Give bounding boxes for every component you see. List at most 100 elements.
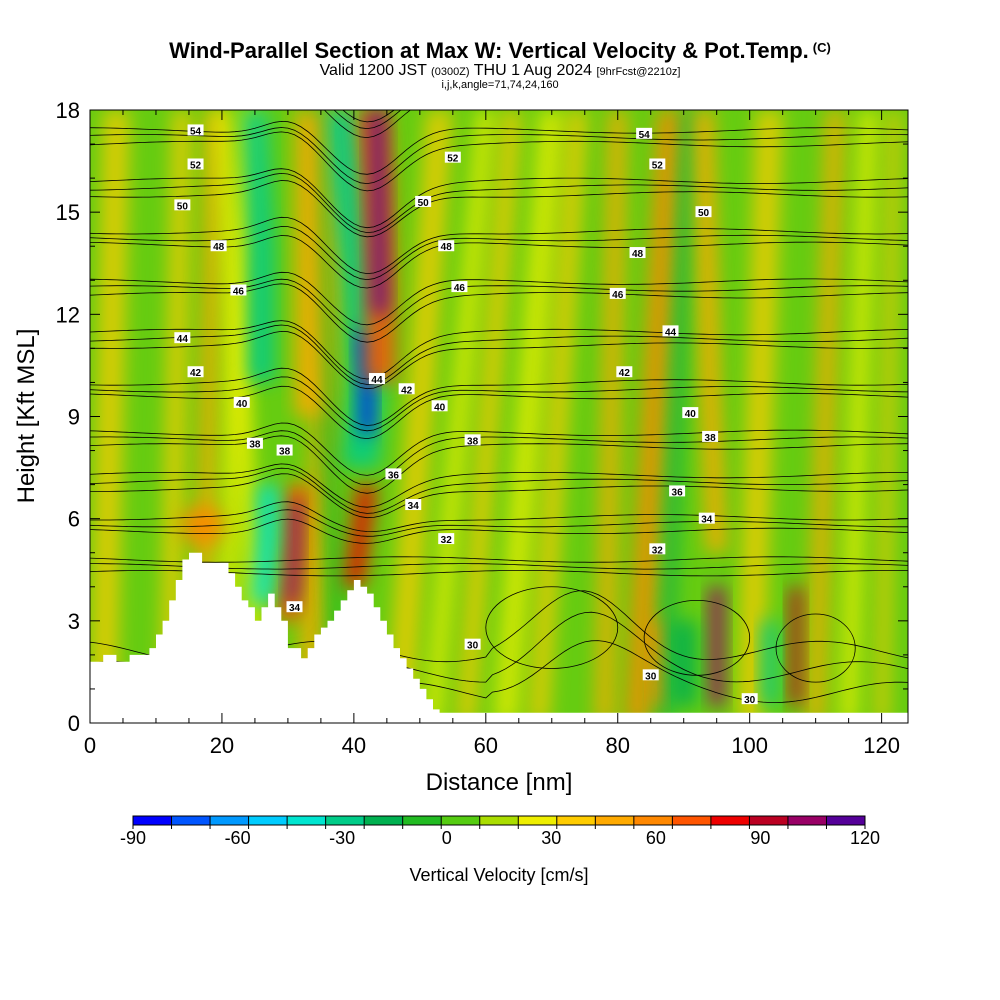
y-tick-label: 15 [56, 200, 80, 225]
velocity-plume [708, 586, 725, 706]
colorbar-cell [633, 816, 673, 825]
colorbar-label: 30 [541, 828, 561, 848]
colorbar-label: -30 [329, 828, 355, 848]
colorbar-cell [710, 816, 750, 825]
x-tick-label: 80 [605, 733, 629, 758]
contour-label-bg [662, 325, 679, 337]
velocity-band [657, 110, 697, 723]
grid-params: i,j,k,angle=71,74,24,160 [441, 79, 559, 91]
contour-label: 30 [744, 695, 756, 706]
colorbar-cell [364, 816, 404, 825]
contour-label: 38 [249, 440, 261, 451]
theta-contour [90, 131, 908, 192]
x-tick-label: 100 [731, 733, 768, 758]
contour-label-bg [187, 366, 204, 378]
contour-label: 32 [441, 535, 453, 546]
theta-contour [90, 376, 908, 432]
contour-label-bg [286, 601, 303, 613]
theta-contour [90, 283, 908, 343]
contour-label-bg [464, 434, 481, 446]
theta-contour [90, 367, 908, 426]
velocity-band [528, 110, 589, 723]
contour-label-bg [431, 400, 448, 412]
colorbar-cell [325, 816, 365, 825]
contour-label-bg [187, 124, 204, 136]
colorbar-label: -60 [225, 828, 251, 848]
x-tick-label: 60 [474, 733, 498, 758]
contour-label-bg [702, 430, 719, 442]
colorbar-cell [210, 816, 250, 825]
colorbar-cell [595, 816, 635, 825]
velocity-plume [693, 110, 727, 553]
velocity-band [492, 110, 565, 723]
colorbar-cell [556, 816, 596, 825]
contour-label: 36 [672, 487, 684, 498]
theta-contour [90, 320, 908, 380]
theta-contour [90, 127, 908, 185]
contour-label-bg [636, 127, 653, 139]
contour-label: 40 [236, 399, 248, 410]
contour-label: 50 [177, 201, 189, 212]
velocity-band [456, 110, 523, 723]
velocity-band [875, 110, 902, 723]
contour-label: 48 [632, 249, 644, 260]
contour-label-bg [246, 437, 263, 449]
colorbar-cell [672, 816, 712, 825]
theta-contour [90, 467, 908, 514]
colorbar-label: 0 [442, 828, 452, 848]
contour-labels: 54 52 50 48 46 44 42 40 38 38 34 52 50 48 46 44 42 40 38 36… [174, 124, 758, 706]
colorbar-label: 60 [646, 828, 666, 848]
contour-label-bg [398, 383, 415, 395]
velocity-plume [285, 501, 302, 604]
chart-title: Wind-Parallel Section at Max W: Vertical… [0, 36, 1000, 63]
contour-label-bg [609, 287, 626, 299]
colorbar-cell [441, 816, 481, 825]
y-axis-title: Height [Kft MSL] [13, 329, 40, 504]
contour-label-bg [385, 468, 402, 480]
theta-contour [90, 509, 908, 537]
contour-label-bg [233, 396, 250, 408]
chart-subtitle: Valid 1200 JST (0300Z) THU 1 Aug 2024 [9… [0, 63, 1000, 80]
y-tick-label: 12 [56, 302, 80, 327]
theta-contour [90, 422, 908, 476]
contour-label-bg [405, 499, 422, 511]
contour-label-bg [368, 373, 385, 385]
theta-contour [90, 226, 908, 281]
theta-contour [90, 17, 908, 76]
velocity-band [90, 110, 130, 723]
contour-label-bg [438, 533, 455, 545]
x-tick-label: 0 [84, 733, 96, 758]
contour-label: 42 [401, 385, 413, 396]
theta-contour [90, 172, 908, 234]
contour-label: 44 [177, 334, 189, 345]
contour-label: 54 [190, 126, 202, 137]
velocity-plume [369, 110, 389, 315]
valid-prefix: Valid 1200 JST [319, 62, 427, 79]
theta-contour [90, 435, 908, 494]
contour-label-bg [438, 240, 455, 252]
title-text: Wind-Parallel Section at Max W: Vertical… [169, 38, 809, 63]
contour-label-bg [174, 199, 191, 211]
theta-contour [643, 599, 751, 676]
x-tick-label: 40 [342, 733, 366, 758]
y-tick-label: 6 [68, 507, 80, 532]
theta-contour [90, 30, 908, 85]
contour-label-bg [276, 444, 293, 456]
contour-label-bg [451, 281, 468, 293]
theta-contour [485, 586, 619, 669]
contour-label: 50 [418, 198, 430, 209]
colorbar-cell [402, 816, 442, 825]
y-tick-label: 3 [68, 609, 80, 634]
contour-label: 34 [701, 515, 713, 526]
contour-label: 42 [190, 368, 202, 379]
theta-contour [90, 501, 908, 533]
theta-contour [90, 168, 908, 229]
theta-contour [90, 556, 908, 563]
y-tick-label: 18 [56, 98, 80, 123]
contour-label: 40 [685, 409, 697, 420]
y-tick-label: 0 [68, 711, 80, 736]
contour-label: 34 [408, 501, 420, 512]
colorbar-cell [479, 816, 519, 825]
colorbar-title: Vertical Velocity [cm/s] [409, 865, 588, 885]
theta-contour [90, 430, 908, 486]
